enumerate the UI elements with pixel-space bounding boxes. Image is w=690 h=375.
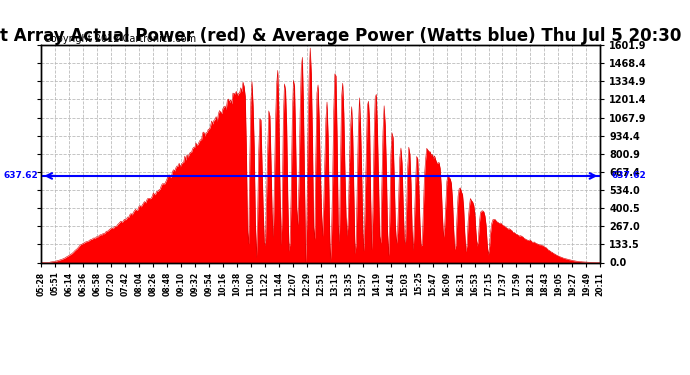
Title: West Array Actual Power (red) & Average Power (Watts blue) Thu Jul 5 20:30: West Array Actual Power (red) & Average … bbox=[0, 27, 681, 45]
Text: Copyright 2012 Cartronics.com: Copyright 2012 Cartronics.com bbox=[44, 34, 197, 44]
Text: 637.62: 637.62 bbox=[611, 171, 647, 180]
Text: 637.62: 637.62 bbox=[3, 171, 38, 180]
